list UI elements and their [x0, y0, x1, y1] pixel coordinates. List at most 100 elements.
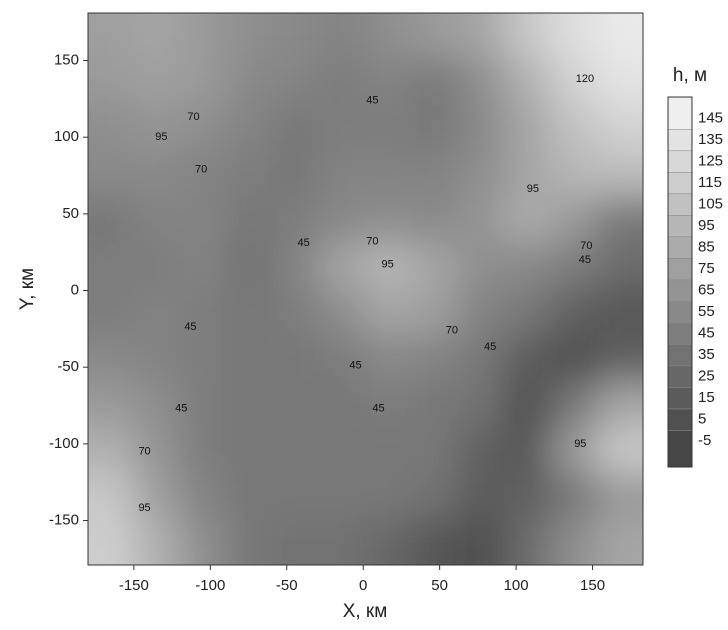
height-cell: [88, 243, 136, 290]
height-cell: [411, 427, 459, 474]
height-cell: [88, 335, 136, 382]
height-cell: [273, 59, 321, 106]
height-cell: [273, 473, 321, 520]
height-cell: [365, 519, 413, 565]
height-cell: [365, 243, 413, 290]
height-cell: [134, 197, 182, 244]
height-cell: [180, 381, 228, 428]
height-cell: [180, 105, 228, 152]
height-cell: [550, 289, 598, 336]
height-cell: [458, 519, 506, 565]
height-cell: [226, 197, 274, 244]
height-field: 70 45 120 95 70 45 70 95 70 95 70 45 45 45 45 45 45 70 95 9…: [88, 13, 643, 565]
height-cell: [550, 381, 598, 428]
height-cell: [88, 473, 136, 520]
colorbar-band: [667, 129, 693, 152]
x-tick-label: 100: [504, 577, 529, 594]
colorbar-band: [667, 96, 693, 130]
colorbar-band: [667, 301, 693, 324]
colorbar-tick-label: 75: [698, 260, 715, 277]
height-cell: [365, 197, 413, 244]
colorbar-tick-label: 35: [698, 346, 715, 363]
height-cell: [458, 427, 506, 474]
height-cell: [134, 381, 182, 428]
height-cell: [273, 105, 321, 152]
height-cell: [596, 13, 643, 60]
height-cell: [319, 381, 367, 428]
height-cell: [411, 381, 459, 428]
height-cell: [88, 381, 136, 428]
height-cell: [411, 13, 459, 60]
height-cell: [88, 289, 136, 336]
colorbar-tick-label: 25: [698, 368, 715, 385]
height-cell: [319, 427, 367, 474]
height-cell: [134, 473, 182, 520]
height-cell: [226, 473, 274, 520]
height-cell: [273, 151, 321, 198]
height-cell: [504, 427, 552, 474]
height-cell: [411, 473, 459, 520]
height-cell: [226, 381, 274, 428]
height-cell: [273, 197, 321, 244]
height-cell: [226, 151, 274, 198]
height-cell: [458, 13, 506, 60]
height-cell: [504, 381, 552, 428]
colorbar-tick-label: 65: [698, 282, 715, 299]
height-cell: [504, 59, 552, 106]
height-cell: [365, 473, 413, 520]
height-cell: [180, 151, 228, 198]
height-cell: [411, 243, 459, 290]
contour-label: 70: [446, 324, 458, 336]
y-tick-label: -50: [57, 358, 79, 375]
y-tick-label: 0: [71, 282, 79, 299]
height-cell: [226, 13, 274, 60]
height-cell: [134, 335, 182, 382]
colorbar-band: [667, 365, 693, 388]
height-cell: [411, 105, 459, 152]
colorbar-band: [667, 387, 693, 410]
height-cell: [88, 105, 136, 152]
height-cell: [458, 197, 506, 244]
colorbar-tick-label: 115: [698, 174, 722, 191]
colorbar-tick-label: 125: [698, 153, 723, 170]
contour-label: 45: [579, 254, 591, 266]
height-cell: [596, 289, 643, 336]
height-cell: [550, 59, 598, 106]
colorbar-tick-label: -5: [698, 432, 711, 449]
height-cell: [596, 197, 643, 244]
y-axis-label: Y, км: [17, 268, 38, 310]
height-cell: [273, 243, 321, 290]
height-cell: [134, 427, 182, 474]
height-cell: [365, 427, 413, 474]
height-cell: [458, 105, 506, 152]
contour-label: 45: [484, 341, 496, 353]
y-tick-label: -150: [49, 512, 79, 529]
height-cell: [550, 197, 598, 244]
height-cell: [550, 243, 598, 290]
height-cell: [88, 59, 136, 106]
height-cell: [365, 289, 413, 336]
y-tick-label: 100: [54, 128, 79, 145]
height-cell: [504, 519, 552, 565]
colorbar-band: [667, 172, 693, 195]
plot-frame: [87, 12, 644, 566]
colorbar-tick-label: 135: [698, 131, 723, 148]
colorbar-band: [667, 322, 693, 345]
colorbar-tick-label: 145: [698, 109, 723, 126]
height-cell: [226, 105, 274, 152]
height-cell: [134, 243, 182, 290]
height-cell: [411, 519, 459, 565]
height-cell: [365, 59, 413, 106]
y-tick-label: 150: [54, 52, 79, 69]
height-cell: [504, 243, 552, 290]
contour-label: 70: [195, 163, 207, 175]
height-cell: [88, 151, 136, 198]
height-cell: [319, 473, 367, 520]
height-cell: [411, 335, 459, 382]
height-cell: [596, 59, 643, 106]
colorbar-tick-label: 45: [698, 325, 715, 342]
height-cell: [180, 13, 228, 60]
height-cell: [273, 381, 321, 428]
height-cell: [550, 13, 598, 60]
height-cell: [134, 289, 182, 336]
